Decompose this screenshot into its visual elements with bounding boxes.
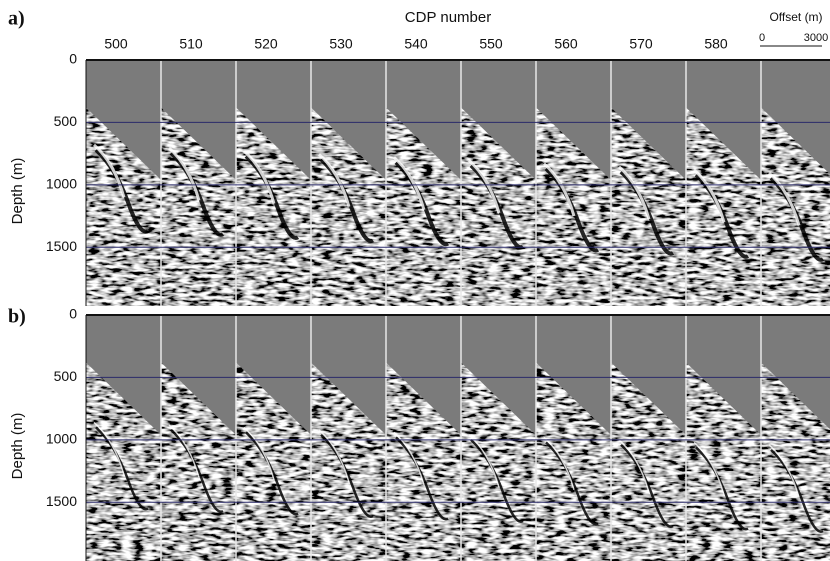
cdp-label: 580 bbox=[704, 36, 728, 52]
cdp-label: 550 bbox=[479, 36, 503, 52]
y-tick-label: 1500 bbox=[46, 493, 77, 509]
cdp-label: 530 bbox=[329, 36, 353, 52]
reflection-event bbox=[543, 436, 575, 491]
reflection-event bbox=[468, 434, 500, 488]
reflection-event bbox=[318, 153, 351, 208]
reflection-event bbox=[243, 426, 275, 481]
panel-label: b) bbox=[8, 306, 26, 328]
y-tick-label: 1000 bbox=[46, 431, 77, 447]
reflection-event bbox=[545, 441, 599, 526]
reflection-event bbox=[618, 165, 651, 220]
y-tick-label: 500 bbox=[54, 368, 78, 384]
reflection-event bbox=[393, 156, 426, 211]
y-tick-label: 1000 bbox=[46, 176, 77, 192]
offset-scale-tick: 3000 bbox=[804, 32, 828, 44]
reflection-event bbox=[168, 146, 201, 201]
y-axis-title: Depth (m) bbox=[9, 413, 26, 480]
y-tick-label: 0 bbox=[69, 51, 77, 67]
reflection-event bbox=[245, 431, 299, 516]
reflection-event bbox=[543, 162, 576, 217]
reflection-event bbox=[768, 444, 800, 498]
reflection-event bbox=[695, 446, 749, 531]
y-tick-label: 1500 bbox=[46, 238, 77, 254]
cdp-label: 560 bbox=[554, 36, 578, 52]
x-axis-title: CDP number bbox=[405, 9, 491, 26]
reflection-event bbox=[93, 143, 126, 198]
reflection-event bbox=[318, 429, 350, 483]
offset-scale-tick: 0 bbox=[759, 32, 765, 44]
panel-label: a) bbox=[8, 8, 25, 30]
reflection-event bbox=[320, 433, 374, 518]
y-tick-label: 500 bbox=[54, 113, 78, 129]
reflection-event bbox=[393, 431, 425, 486]
reflection-event bbox=[468, 159, 501, 214]
offset-scale-title: Offset (m) bbox=[769, 10, 822, 24]
reflection-event bbox=[470, 438, 524, 523]
reflection-event bbox=[170, 428, 224, 513]
reflection-event bbox=[395, 436, 449, 521]
reflection-event bbox=[93, 421, 125, 476]
cdp-label: 540 bbox=[404, 36, 428, 52]
reflection-event bbox=[693, 168, 726, 223]
reflection-event bbox=[768, 171, 801, 226]
reflection-event bbox=[168, 424, 200, 478]
cdp-label: 570 bbox=[629, 36, 653, 52]
reflection-event bbox=[693, 441, 725, 496]
reflection-event bbox=[618, 439, 650, 493]
y-tick-label: 0 bbox=[69, 306, 77, 322]
reflection-event bbox=[243, 150, 276, 205]
cdp-label: 510 bbox=[179, 36, 203, 52]
reflection-event bbox=[620, 443, 674, 528]
cdp-label: 500 bbox=[104, 36, 128, 52]
cdp-label: 520 bbox=[254, 36, 278, 52]
y-axis-title: Depth (m) bbox=[9, 158, 26, 225]
